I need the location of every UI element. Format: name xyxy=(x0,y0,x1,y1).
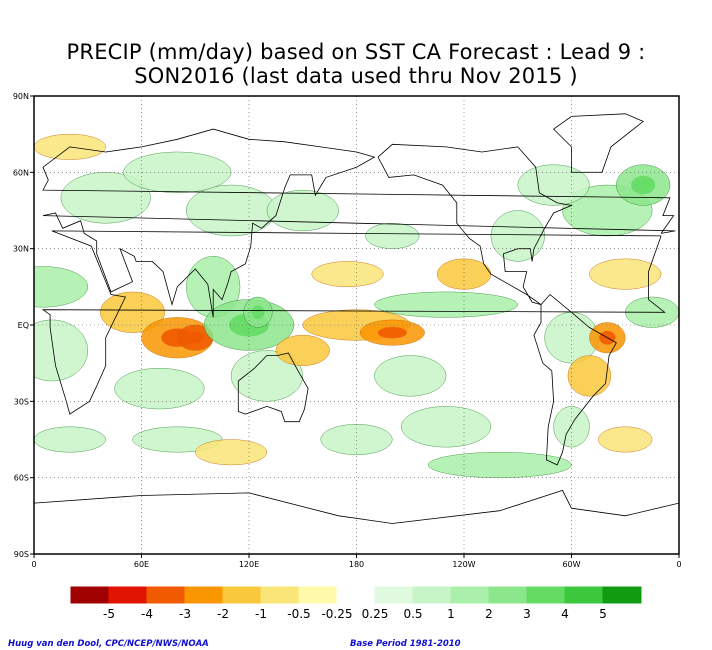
lat-tick-label: 60S xyxy=(14,474,29,483)
legend-label: -2 xyxy=(217,607,229,621)
lon-tick-label: 120E xyxy=(239,560,259,569)
wet-anomaly-region xyxy=(266,189,339,232)
chart-title-line-2: SON2016 (last data used thru Nov 2015 ) xyxy=(134,64,578,88)
wet-anomaly-region xyxy=(60,172,151,224)
coastlines xyxy=(34,113,679,524)
wet-anomaly-region xyxy=(401,406,492,448)
legend-swatch xyxy=(488,586,528,604)
wet-anomaly-core xyxy=(631,175,656,195)
wet-anomaly-region xyxy=(374,355,447,397)
wet-anomaly-region xyxy=(374,291,519,318)
wet-anomaly-region xyxy=(427,451,572,478)
legend-swatch xyxy=(602,586,642,604)
legend-swatch xyxy=(526,586,566,604)
legend-swatch xyxy=(450,586,490,604)
legend-label: -4 xyxy=(141,607,153,621)
lat-tick-label: 90S xyxy=(14,550,29,559)
coastline xyxy=(377,143,573,305)
coastline xyxy=(552,113,644,173)
legend-swatch xyxy=(412,586,452,604)
wet-anomaly-region xyxy=(34,426,106,453)
legend-label: -3 xyxy=(179,607,191,621)
chart-title-line-1: PRECIP (mm/day) based on SST CA Forecast… xyxy=(66,40,646,64)
lat-tick-label: 30N xyxy=(13,245,29,254)
legend-label: 3 xyxy=(523,607,531,621)
legend-label: -1 xyxy=(255,607,267,621)
latitude-ticks: 90N 60N 30N EQ 30S 60S 90S xyxy=(13,92,34,559)
dry-anomaly-region xyxy=(311,261,384,288)
lon-tick-label: 180 xyxy=(349,560,364,569)
coastline xyxy=(533,293,617,466)
legend-swatch xyxy=(108,586,148,604)
dry-anomaly-region xyxy=(100,291,166,333)
wet-anomaly-region xyxy=(490,210,545,262)
wet-anomaly-core xyxy=(251,305,265,320)
lat-tick-label: 30S xyxy=(14,397,29,406)
legend-swatch xyxy=(146,586,186,604)
dry-anomaly-region xyxy=(195,439,268,466)
legend-swatch xyxy=(298,586,338,604)
wet-anomaly-region xyxy=(553,406,590,448)
coastline xyxy=(34,489,679,524)
wet-anomaly-region xyxy=(114,368,205,410)
legend-label: -5 xyxy=(103,607,115,621)
lon-tick-label: 120W xyxy=(452,560,475,569)
legend-swatch xyxy=(184,586,224,604)
dry-anomaly-region xyxy=(567,355,612,397)
legend-label: 2 xyxy=(485,607,493,621)
legend-label: 4 xyxy=(561,607,569,621)
wet-anomaly-region xyxy=(123,151,232,193)
legend-swatch xyxy=(222,586,262,604)
lon-tick-label: 60W xyxy=(562,560,580,569)
legend-label: 0.5 xyxy=(403,607,422,621)
dry-anomaly-region xyxy=(275,334,330,366)
legend-swatch xyxy=(260,586,300,604)
legend-swatch xyxy=(374,586,414,604)
lon-tick-label: 0 xyxy=(31,560,36,569)
graticule xyxy=(34,96,679,554)
lat-tick-label: EQ xyxy=(18,321,29,330)
wet-anomaly-region xyxy=(34,319,88,382)
longitude-ticks: 0 60E 120E 180 120W 60W 0 xyxy=(31,554,682,569)
lat-tick-label: 60N xyxy=(13,168,29,177)
wet-anomaly-region xyxy=(365,222,420,249)
dry-anomaly-core xyxy=(187,331,204,344)
legend-swatch xyxy=(336,586,376,604)
lat-tick-label: 90N xyxy=(13,92,29,101)
wet-anomaly-region xyxy=(517,164,590,206)
coastline xyxy=(42,128,676,318)
coastline xyxy=(41,230,666,415)
dry-anomaly-region xyxy=(598,426,653,453)
color-legend: -5 -4 -3 -2 -1 -0.5 -0.25 0.25 0.5 1 2 3 4 5 xyxy=(70,586,642,621)
legend-label: -0.5 xyxy=(287,607,310,621)
legend-label: -0.25 xyxy=(321,607,352,621)
lon-tick-label: 60E xyxy=(134,560,149,569)
legend-label: 1 xyxy=(447,607,455,621)
dry-anomaly-region xyxy=(589,258,662,290)
wet-anomaly-region xyxy=(34,266,88,308)
legend-label: 0.25 xyxy=(362,607,389,621)
lon-tick-label: 0 xyxy=(676,560,681,569)
credit-text: Huug van den Dool, CPC/NCEP/NWS/NOAA xyxy=(8,639,209,649)
legend-swatch xyxy=(564,586,604,604)
coastline xyxy=(237,352,309,423)
legend-swatch xyxy=(70,586,110,604)
base-period-text: Base Period 1981-2010 xyxy=(350,639,461,649)
dry-anomaly-core xyxy=(377,326,407,339)
legend-label: 5 xyxy=(599,607,607,621)
